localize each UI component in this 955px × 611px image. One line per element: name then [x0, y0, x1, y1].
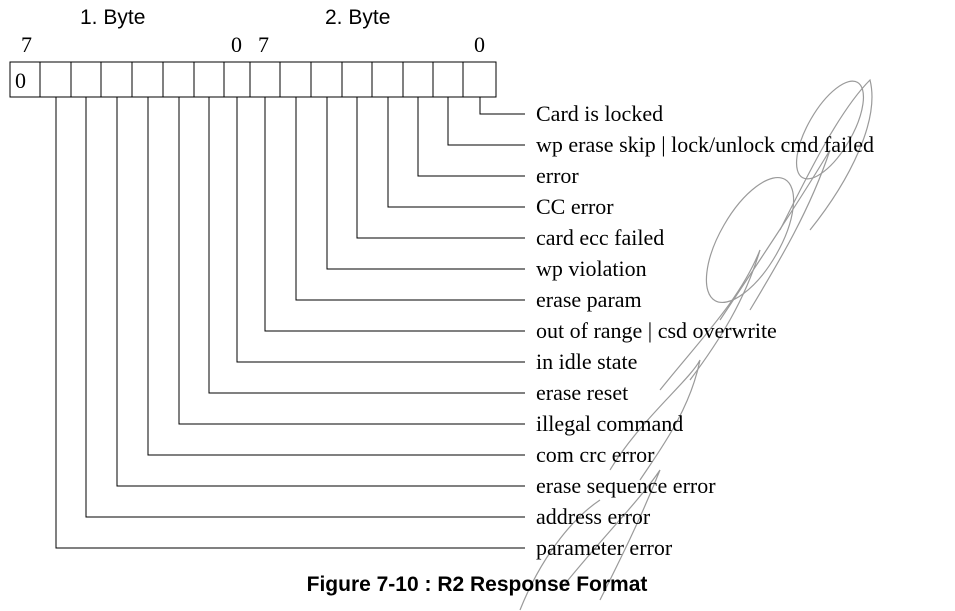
bit-cell	[39, 61, 72, 98]
leader-line	[236, 97, 525, 363]
leader-line	[55, 97, 525, 549]
leader-line	[479, 97, 525, 115]
leader-line	[387, 97, 525, 208]
byte1-header: 1. Byte	[80, 6, 145, 29]
field-label: illegal command	[536, 411, 683, 436]
leader-lines	[55, 97, 525, 549]
byte1-lsb-label: 0	[231, 32, 242, 57]
field-label: card ecc failed	[536, 225, 664, 250]
field-label: CC error	[536, 194, 614, 219]
field-label: Card is locked	[536, 101, 663, 126]
field-label: erase param	[536, 287, 642, 312]
leader-line	[178, 97, 525, 425]
figure-caption: Figure 7-10 : R2 Response Format	[307, 573, 648, 596]
leader-line	[447, 97, 525, 146]
field-label: address error	[536, 504, 651, 529]
bit-cell	[193, 61, 225, 98]
bit-cell	[131, 61, 164, 98]
field-label: wp erase skip | lock/unlock cmd failed	[536, 132, 874, 157]
bit-cell	[249, 61, 281, 98]
watermark	[519, 78, 873, 611]
leader-line	[356, 97, 525, 239]
leader-line	[85, 97, 525, 518]
bit-cell	[279, 61, 312, 98]
leader-line	[295, 97, 525, 301]
bit-cell	[70, 61, 102, 98]
leader-line	[208, 97, 525, 394]
byte2-header: 2. Byte	[325, 6, 390, 29]
field-label: error	[536, 163, 579, 188]
byte2-msb-label: 7	[258, 32, 269, 57]
field-label: out of range | csd overwrite	[536, 318, 777, 343]
leader-line	[417, 97, 525, 177]
field-label: parameter error	[536, 535, 673, 560]
byte2-lsb-label: 0	[474, 32, 485, 57]
bit-cell	[223, 61, 251, 98]
bit-cell	[100, 61, 133, 98]
bit-cell	[432, 61, 464, 98]
bit-cell	[9, 61, 41, 98]
field-labels: Card is locked wp erase skip | lock/unloc…	[536, 101, 874, 560]
leader-line	[326, 97, 525, 270]
bit-cells	[9, 61, 497, 98]
field-label: erase sequence error	[536, 473, 716, 498]
bit-cell	[371, 61, 404, 98]
leader-line	[116, 97, 525, 487]
field-label: wp violation	[536, 256, 647, 281]
bit-cell	[162, 61, 195, 98]
field-label: com crc error	[536, 442, 655, 467]
bit-cell	[462, 61, 497, 98]
leader-line	[147, 97, 525, 456]
field-label: erase reset	[536, 380, 628, 405]
bit-cell	[341, 61, 373, 98]
byte1-msb-label: 7	[21, 32, 32, 57]
bit-15-value: 0	[15, 68, 26, 93]
bit-cell	[402, 61, 434, 98]
field-label: in idle state	[536, 349, 637, 374]
leader-line	[264, 97, 525, 332]
bit-cell	[310, 61, 343, 98]
